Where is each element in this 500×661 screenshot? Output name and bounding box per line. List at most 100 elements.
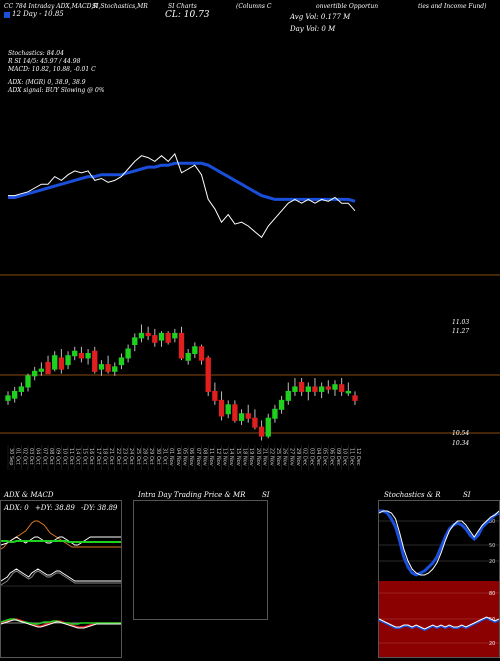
candle-body xyxy=(272,408,278,419)
candle-body xyxy=(18,386,25,392)
candle-body xyxy=(318,386,325,392)
candle-body xyxy=(232,404,238,421)
date-tick-label: 16 Oct xyxy=(88,448,94,465)
candle-body xyxy=(245,413,251,419)
date-tick-label: 09 Oct xyxy=(55,448,61,465)
date-tick-label: 30 Sep xyxy=(8,448,14,465)
candle-body xyxy=(198,346,205,361)
stoch-panel-title: Stochastics & R xyxy=(384,491,441,499)
date-tick-label: 06 Nov xyxy=(188,448,194,466)
candle-body xyxy=(58,357,65,370)
header-day-price: 12 Day - 10.85 xyxy=(12,10,64,18)
header-symbol-3: ties and Income Fund) xyxy=(418,3,487,10)
candle-body xyxy=(312,386,318,392)
ema-line xyxy=(8,161,356,203)
candle-body xyxy=(225,404,231,415)
pdy-tick: +DY: 38.89 xyxy=(34,504,75,512)
date-tick-label: 06 Dec xyxy=(328,448,334,466)
date-tick-label: 12 Nov xyxy=(215,448,221,466)
date-tick-label: 01 Nov xyxy=(168,448,174,466)
header-title: CC 784 Intraday ADX,MACD,R xyxy=(4,3,98,10)
candle-body xyxy=(185,352,191,361)
date-tick-label: 18 Oct xyxy=(101,448,107,465)
close-line xyxy=(8,152,356,239)
date-tick-label: 11 Dec xyxy=(348,448,354,466)
candle-body xyxy=(38,368,45,372)
candle-body xyxy=(338,384,345,392)
main-price-chart: 30 Sep 01 Oct 02 Oct 03 Oct 04 Oct 07 Oct 08 O… xyxy=(0,152,500,470)
stoch-tick-label: 20 xyxy=(489,559,495,565)
candle-body xyxy=(332,384,338,390)
header-avg-vol: Avg Vol: 0.177 M xyxy=(290,13,351,21)
date-tick-label: 04 Nov xyxy=(175,448,181,466)
stoch-k-line xyxy=(378,510,500,576)
date-tick-label: 08 Oct xyxy=(48,448,54,465)
candle-body xyxy=(172,332,178,339)
candle-body xyxy=(158,332,165,341)
date-tick-label: 27 Nov xyxy=(288,448,294,466)
candle-body xyxy=(152,335,158,343)
header-day-vol: Day Vol: 0 M xyxy=(290,25,336,33)
date-tick-label: 21 Nov xyxy=(262,448,268,466)
date-tick-label: 02 Oct xyxy=(21,448,27,465)
price-label-1b: 11.27 xyxy=(452,328,470,335)
candle-body xyxy=(5,395,11,401)
date-tick-label: 10 Oct xyxy=(61,448,67,465)
adx-signal: ADX signal: BUY Slowing @ 0% xyxy=(8,87,105,94)
candle-body xyxy=(85,352,91,359)
candle-body xyxy=(12,390,18,399)
date-tick-label: 15 Oct xyxy=(81,448,87,465)
date-tick-label: 28 Oct xyxy=(141,448,147,465)
candle-body xyxy=(352,395,358,401)
candle-body xyxy=(118,357,125,366)
macd-line xyxy=(0,568,121,582)
date-tick-label: 23 Oct xyxy=(121,448,127,465)
candle-body xyxy=(132,337,138,346)
legend-swatch xyxy=(4,12,10,18)
adx-green-line xyxy=(1,540,121,543)
date-tick-label: 04 Oct xyxy=(35,448,41,465)
candle-body xyxy=(72,350,78,357)
adx-macd-svg xyxy=(0,520,121,629)
candle-body xyxy=(138,332,145,339)
macd-value: MACD: 10.82, 10.88, -0.01 C xyxy=(8,66,96,73)
header-symbol-2: onvertible Opportun xyxy=(316,3,379,10)
adx-value: ADX: (MGR) 0, 38.9, 38.9 xyxy=(8,79,86,86)
candle-body xyxy=(92,350,98,372)
date-tick-label: 05 Nov xyxy=(182,448,188,466)
date-tick-label: 22 Nov xyxy=(268,448,274,466)
date-tick-label: 31 Oct xyxy=(161,448,167,465)
date-tick-label: 20 Nov xyxy=(255,448,261,466)
candle-body xyxy=(258,426,265,437)
candle-body xyxy=(212,390,218,401)
header-charts: SI Charts xyxy=(168,3,197,10)
date-tick-label: 25 Oct xyxy=(135,448,141,465)
date-tick-label: 11 Oct xyxy=(68,448,74,465)
macd-signal-line xyxy=(0,570,121,586)
candle-body xyxy=(98,364,105,370)
date-tick-label: 19 Nov xyxy=(248,448,254,466)
mdy-tick: -DY: 38.89 xyxy=(81,504,118,512)
candle-body xyxy=(252,417,258,428)
date-tick-label: 07 Nov xyxy=(195,448,201,466)
adx-tick: ADX: 0 xyxy=(4,504,29,512)
candle-body xyxy=(265,417,271,437)
date-tick-label: 04 Dec xyxy=(315,448,321,466)
date-tick-label: 08 Nov xyxy=(202,448,208,466)
candle-body xyxy=(292,386,298,392)
date-tick-label: 21 Oct xyxy=(108,448,114,465)
header-symbol: (Columns C xyxy=(236,3,272,10)
intraday-panel xyxy=(133,500,268,620)
candle-body xyxy=(298,382,305,392)
date-tick-label: 05 Dec xyxy=(322,448,328,466)
date-tick-label: 13 Nov xyxy=(222,448,228,466)
date-tick-label: 24 Oct xyxy=(128,448,134,465)
candle-body xyxy=(45,361,51,375)
rsi-line xyxy=(378,616,500,632)
candle-body xyxy=(285,390,291,401)
macd-hist-white xyxy=(0,619,121,629)
stoch-tick-label: 50 xyxy=(489,543,495,549)
date-tick-label: 03 Oct xyxy=(28,448,34,465)
date-tick-label: 03 Dec xyxy=(308,448,314,466)
